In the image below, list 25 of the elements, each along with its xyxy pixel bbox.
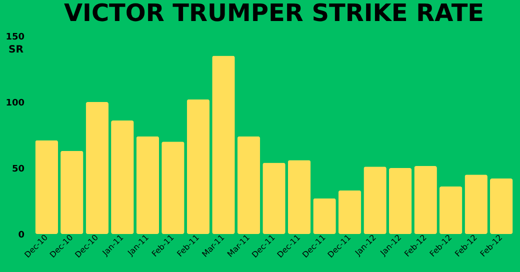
bar: [313, 198, 336, 234]
y-tick-label: 50: [12, 164, 24, 174]
bar: [388, 168, 412, 234]
bar: [86, 102, 109, 234]
y-axis-title: SR: [8, 44, 24, 56]
chart-title: VICTOR TRUMPER STRIKE RATE: [64, 0, 484, 27]
y-tick-label: 0: [18, 230, 24, 240]
bar: [212, 56, 235, 234]
bar: [464, 174, 488, 234]
bar: [186, 99, 210, 234]
y-tick-label: 150: [6, 32, 24, 42]
bar: [237, 136, 260, 234]
bar: [490, 178, 513, 234]
bar: [35, 140, 58, 234]
bar: [338, 190, 362, 234]
bar: [262, 162, 286, 234]
bar: [288, 160, 311, 234]
bar: [364, 166, 386, 234]
bar: [162, 142, 184, 234]
bar: [414, 166, 437, 234]
bar: [111, 120, 134, 234]
bar: [136, 136, 160, 234]
bar: [439, 186, 462, 234]
bar: [60, 150, 84, 234]
y-tick-label: 100: [6, 98, 24, 108]
